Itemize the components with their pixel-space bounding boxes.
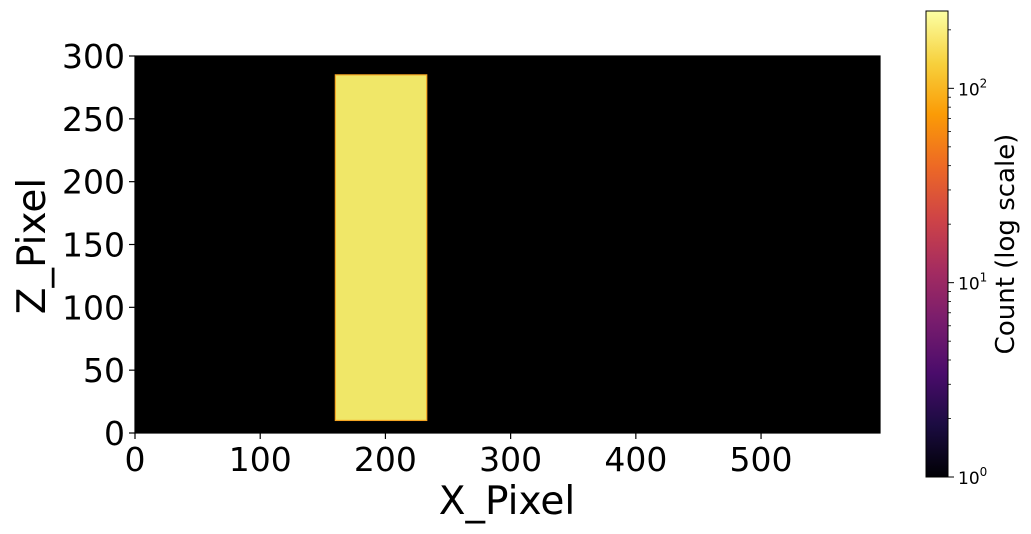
colorbar-tick-label: 101 [958, 271, 987, 295]
heatmap-background [135, 56, 880, 433]
y-tick-label: 100 [62, 288, 125, 327]
x-tick-label: 100 [229, 440, 292, 479]
colorbar-label: Count (log scale) [991, 134, 1021, 355]
heatmap-region-0 [334, 74, 428, 422]
x-tick-label: 500 [730, 440, 793, 479]
y-tick-label: 300 [62, 37, 125, 76]
y-tick-label: 200 [62, 163, 125, 202]
axes: 0 100 200 300 400 500 0 50 100 150 200 250 300 [62, 37, 881, 479]
colorbar-gradient [925, 10, 949, 478]
colorbar-tick-label: 102 [958, 76, 987, 100]
y-tick-label: 250 [62, 100, 125, 139]
y-axis-label: Z_Pixel [10, 178, 55, 314]
y-tick-label: 150 [62, 226, 125, 265]
y-tick-label: 50 [83, 351, 125, 390]
y-tick-label: 0 [104, 414, 125, 453]
colorbar: 100 101 102 [925, 10, 987, 489]
x-tick-label: 200 [354, 440, 417, 479]
plot-area [135, 56, 880, 433]
colorbar-tick-label: 100 [958, 465, 987, 489]
x-tick-label: 0 [125, 440, 146, 479]
x-tick-label: 300 [479, 440, 542, 479]
x-axis-label: X_Pixel [439, 479, 575, 524]
x-tick-label: 400 [604, 440, 667, 479]
